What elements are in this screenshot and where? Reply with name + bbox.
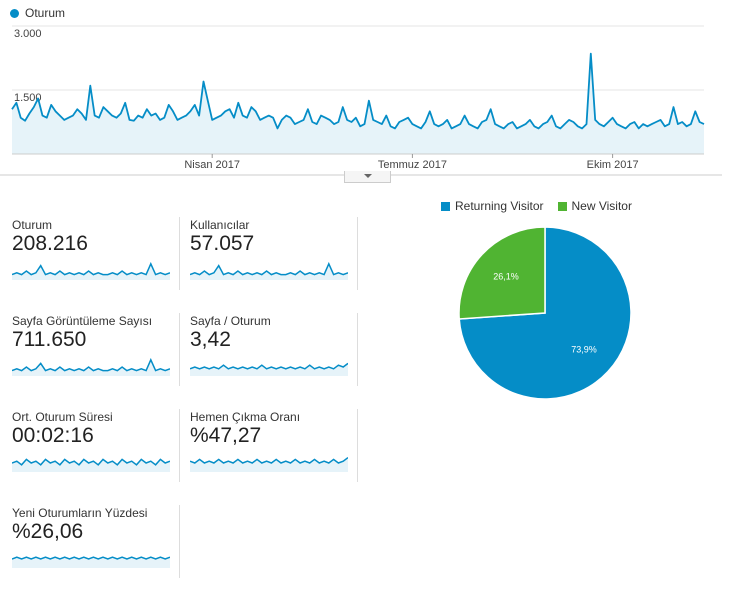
sessions-line-chart: 3.000 1.500 Nisan 2017 Temmuz 2017 Ekim 2017 xyxy=(0,25,722,176)
legend-dot xyxy=(10,8,19,18)
sparkline-line xyxy=(12,358,170,372)
metric-value: %26,06 xyxy=(12,520,84,543)
sparkline-line xyxy=(190,362,348,370)
tile-divider xyxy=(179,217,180,290)
metric-label: Hemen Çıkma Oranı xyxy=(190,410,301,424)
collapse-toggle[interactable] xyxy=(344,171,391,183)
x-tick-label: Ekim 2017 xyxy=(587,159,639,171)
visitor-type-pie-chart: 73,9% 26,1% xyxy=(458,226,632,400)
metric-value: 57.057 xyxy=(190,232,255,255)
metric-value: 00:02:16 xyxy=(12,424,94,447)
metric-sparkline xyxy=(12,556,170,568)
metric-value: %47,27 xyxy=(190,424,262,447)
metric-sparkline xyxy=(190,457,348,472)
sparkline-line xyxy=(12,458,170,466)
x-tick-label: Temmuz 2017 xyxy=(378,159,447,171)
legend-swatch xyxy=(557,201,567,211)
sparkline-area xyxy=(12,557,170,568)
sparkline-area xyxy=(12,263,170,280)
metric-label: Kullanıcılar xyxy=(190,218,250,232)
chevron-down-icon xyxy=(363,174,372,178)
tile-divider xyxy=(357,313,358,386)
sparkline-line xyxy=(12,556,170,560)
sparkline-line xyxy=(190,262,348,276)
legend-text: New Visitor xyxy=(571,199,632,213)
y-tick-label: 1.500 xyxy=(14,92,42,104)
legend-label: Oturum xyxy=(25,6,66,20)
metric-tile[interactable]: Sayfa / Oturum 3,42 xyxy=(190,314,355,404)
metric-sparkline xyxy=(12,458,170,472)
metric-tile[interactable]: Kullanıcılar 57.057 xyxy=(190,218,355,308)
sparkline-area xyxy=(190,363,348,376)
metric-value: 208.216 xyxy=(12,232,88,255)
metric-label: Sayfa / Oturum xyxy=(190,314,271,328)
sparkline-area xyxy=(12,359,170,376)
metric-value: 3,42 xyxy=(190,328,231,351)
sparkline-area xyxy=(12,459,170,472)
tile-divider xyxy=(179,313,180,386)
metric-sparkline xyxy=(12,358,170,376)
pie-slice-label: 73,9% xyxy=(571,344,597,354)
series-line xyxy=(11,52,705,130)
pie-legend: Returning Visitor New Visitor xyxy=(441,199,632,213)
y-tick-label: 3.000 xyxy=(14,28,42,40)
tile-divider xyxy=(357,217,358,290)
legend-swatch xyxy=(441,201,450,211)
tile-divider xyxy=(179,505,180,578)
metric-value: 711.650 xyxy=(12,328,87,351)
metric-sparkline xyxy=(190,362,348,376)
metric-tile[interactable]: Oturum 208.216 xyxy=(12,218,177,308)
pie-slice[interactable] xyxy=(458,226,546,320)
tile-divider xyxy=(357,409,358,482)
legend-text: Returning Visitor xyxy=(455,199,544,213)
metric-label: Ort. Oturum Süresi xyxy=(12,410,113,424)
metric-tile[interactable]: Yeni Oturumların Yüzdesi %26,06 xyxy=(12,506,177,596)
metric-label: Yeni Oturumların Yüzdesi xyxy=(12,506,148,520)
pie-slice-label: 26,1% xyxy=(493,272,519,282)
sparkline-line xyxy=(12,262,170,276)
pie-legend-returning: Returning Visitor xyxy=(441,199,544,213)
metric-tile[interactable]: Ort. Oturum Süresi 00:02:16 xyxy=(12,410,177,500)
sparkline-area xyxy=(190,263,348,280)
metric-sparkline xyxy=(12,262,170,280)
metric-label: Sayfa Görüntüleme Sayısı xyxy=(12,314,153,328)
metric-tile[interactable]: Sayfa Görüntüleme Sayısı 711.650 xyxy=(12,314,177,404)
sparkline-line xyxy=(190,457,348,464)
metric-tile[interactable]: Hemen Çıkma Oranı %47,27 xyxy=(190,410,355,500)
pie-legend-new: New Visitor xyxy=(557,199,632,213)
metric-sparkline xyxy=(190,262,348,280)
x-tick-label: Nisan 2017 xyxy=(184,159,240,171)
series-area xyxy=(12,53,704,155)
main-chart-legend: Oturum xyxy=(10,6,65,20)
metric-label: Oturum xyxy=(12,218,53,232)
tile-divider xyxy=(179,409,180,482)
sparkline-area xyxy=(190,457,348,472)
